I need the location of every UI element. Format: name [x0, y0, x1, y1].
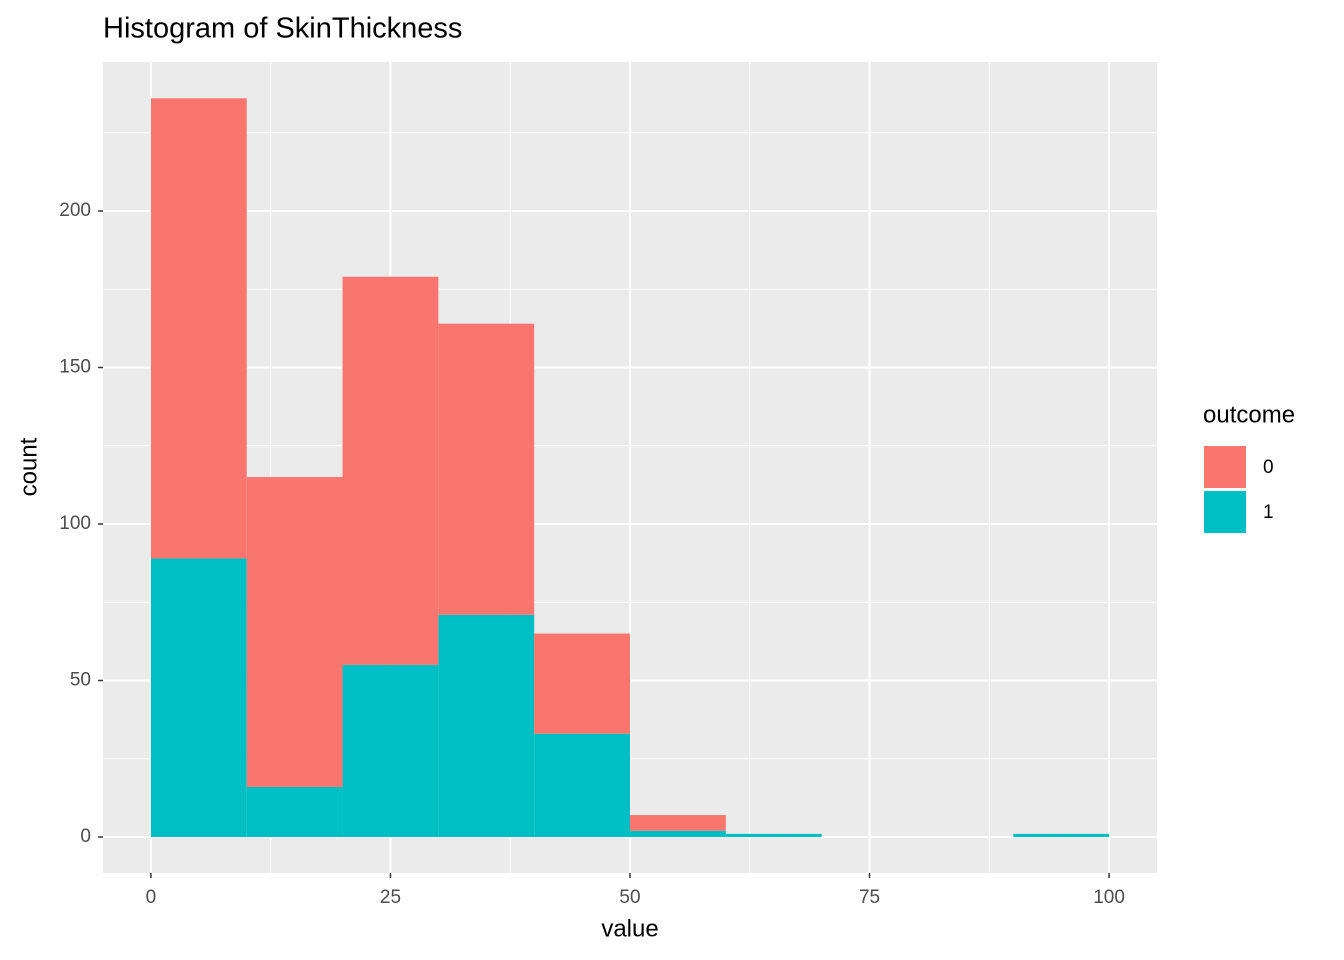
bars [150, 98, 1110, 838]
x-axis-label: value [601, 915, 658, 942]
bar [150, 98, 247, 559]
y-tick-label: 200 [59, 200, 91, 221]
x-tick-label: 75 [859, 887, 880, 908]
y-tick-label: 0 [80, 826, 91, 847]
bar [725, 833, 822, 838]
bar [246, 477, 343, 787]
x-tick-label: 50 [619, 887, 640, 908]
bar [150, 558, 247, 838]
y-tick-label: 150 [59, 357, 91, 378]
legend-label: 0 [1263, 457, 1274, 478]
axes: 0 25 50 75 100 0 50 100 150 200 [59, 200, 1125, 908]
y-tick-label: 50 [70, 670, 91, 691]
legend: 01 [1202, 444, 1274, 535]
bar [438, 323, 535, 615]
bar [630, 830, 726, 838]
y-tick-label: 100 [59, 513, 91, 534]
x-tick-label: 100 [1093, 887, 1125, 908]
bar [246, 786, 343, 838]
legend-label: 1 [1263, 502, 1274, 523]
bar [1013, 833, 1110, 838]
x-tick-label: 0 [146, 887, 157, 908]
bar [630, 815, 726, 831]
bar [438, 614, 535, 838]
bar [342, 664, 439, 838]
chart-title: Histogram of SkinThickness [103, 13, 462, 45]
y-axis-label: count [15, 437, 42, 496]
legend-key [1202, 444, 1248, 490]
bar [534, 733, 630, 838]
legend-title: outcome [1203, 401, 1295, 428]
bar [534, 633, 630, 734]
legend-key [1202, 489, 1248, 535]
bar [342, 276, 439, 665]
x-tick-label: 25 [380, 887, 401, 908]
